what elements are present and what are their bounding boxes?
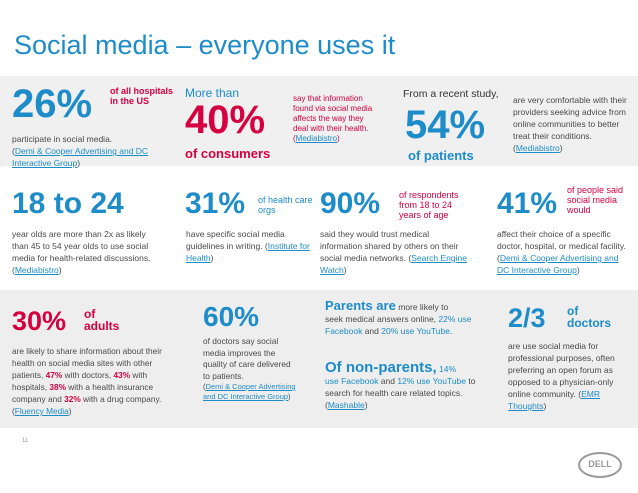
source-link[interactable]: Demi & Cooper Advertising and DC Interac… bbox=[12, 146, 149, 168]
stat-31-desc: have specific social media guidelines in… bbox=[186, 229, 310, 263]
stat-parents-desc: Parents are more likely to seek medical … bbox=[325, 298, 472, 336]
stat-30-label: of adults bbox=[84, 307, 120, 333]
source-link[interactable]: Mediabistro bbox=[295, 134, 338, 143]
middle-band bbox=[0, 166, 638, 290]
stat-60-desc: of doctors say social media improves the… bbox=[203, 336, 296, 401]
bottom-band bbox=[0, 290, 638, 428]
stat-18to24-number: 18 to 24 bbox=[12, 187, 124, 220]
source-link[interactable]: Search Engine Watch bbox=[320, 253, 467, 275]
stat-40-number: 40% bbox=[185, 98, 266, 142]
page-title: Social media – everyone uses it bbox=[14, 30, 396, 60]
stat-18to24-desc: year olds are more than 2x as likely tha… bbox=[12, 229, 151, 275]
stat-54-desc: are very comfortable with their provider… bbox=[513, 95, 627, 153]
source-link[interactable]: Mediabistro bbox=[14, 265, 59, 275]
stat-54-number: 54% bbox=[405, 103, 486, 147]
stat-31-label: of health care orgs bbox=[258, 195, 313, 215]
stat-30-desc: are likely to share information about th… bbox=[12, 346, 162, 416]
stat-2of3-label: of doctors bbox=[567, 304, 612, 330]
source-link[interactable]: Demi & Cooper Advertising and DC Interac… bbox=[497, 253, 619, 275]
stat-2of3-desc: are use social media for professional pu… bbox=[508, 341, 615, 411]
stat-40-desc: say that information found via social me… bbox=[293, 94, 373, 143]
stat-41-desc: affect their choice of a specific doctor… bbox=[497, 229, 626, 275]
stat-54-sub: of patients bbox=[408, 148, 474, 163]
stat-26-desc: participate in social media. (Demi & Coo… bbox=[12, 134, 149, 168]
page-number: 11 bbox=[22, 438, 29, 444]
stat-60-number: 60% bbox=[203, 301, 260, 332]
stat-nonparents-desc: Of non-parents, 14% use Facebook and 12%… bbox=[325, 359, 476, 410]
source-link[interactable]: Mediabistro bbox=[515, 143, 560, 153]
source-link[interactable]: Institute for Health bbox=[186, 241, 310, 263]
stat-41-label: of people said social media would bbox=[567, 185, 624, 215]
source-link[interactable]: Mashable bbox=[327, 400, 365, 410]
source-link[interactable]: Fluency Media bbox=[14, 406, 69, 416]
stat-2of3-number: 2/3 bbox=[508, 303, 546, 333]
stat-90-label: of respondents from 18 to 24 years of ag… bbox=[399, 190, 459, 220]
stat-40-sub: of consumers bbox=[185, 146, 271, 161]
stat-26-label: of all hospitals in the US bbox=[110, 86, 174, 106]
stat-90-desc: said they would trust medical informatio… bbox=[320, 229, 467, 275]
stat-90-number: 90% bbox=[320, 187, 381, 220]
stat-30-number: 30% bbox=[12, 306, 67, 336]
source-link[interactable]: EMR Thoughts bbox=[508, 389, 600, 411]
source-link[interactable]: Demi & Cooper Advertising and DC Interac… bbox=[203, 382, 296, 401]
stat-40-lead: More than bbox=[185, 86, 240, 100]
stat-54-lead: From a recent study, bbox=[403, 88, 499, 100]
dell-logo: DELL bbox=[578, 452, 622, 478]
stat-41-number: 41% bbox=[497, 187, 558, 220]
stat-26-number: 26% bbox=[12, 82, 93, 126]
stat-31-number: 31% bbox=[185, 187, 246, 220]
top-band bbox=[0, 76, 638, 166]
